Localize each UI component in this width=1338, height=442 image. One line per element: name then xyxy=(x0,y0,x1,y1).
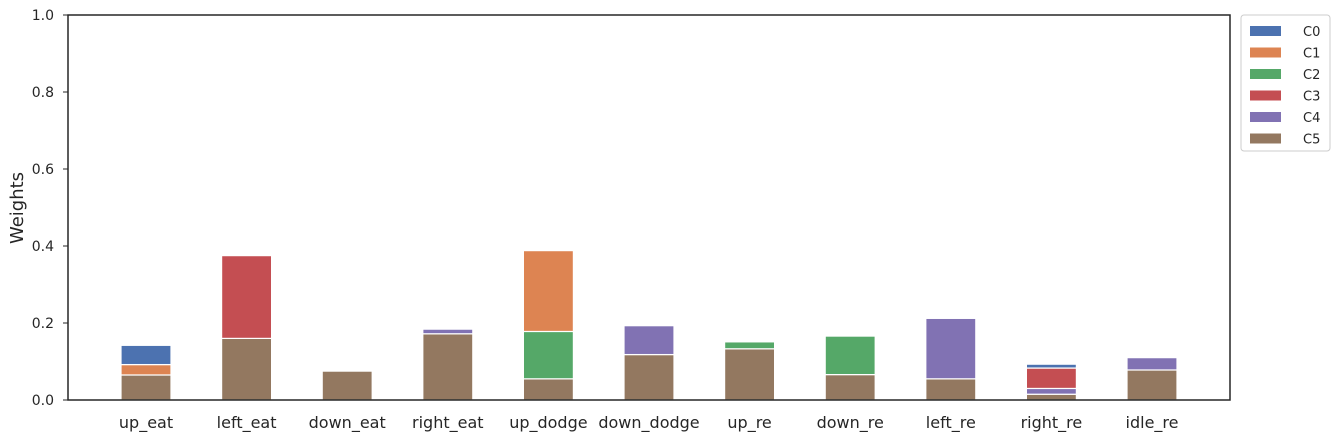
bar-up_dodge-c2 xyxy=(522,330,575,380)
plot-frame xyxy=(67,14,1231,401)
bar-up_re-c5 xyxy=(723,348,776,401)
y-tick-label: 0.4 xyxy=(32,239,54,255)
legend-swatch-c1 xyxy=(1250,47,1281,58)
y-tick-label: 0.0 xyxy=(32,393,54,409)
bar-down_eat-c5 xyxy=(321,370,373,401)
bar-down_dodge-c5 xyxy=(623,353,675,401)
legend-label-c1: C1 xyxy=(1303,47,1320,62)
x-tick-label-right_eat: right_eat xyxy=(412,413,484,433)
x-tick-label-idle_re: idle_re xyxy=(1126,413,1179,433)
legend-swatch-c4 xyxy=(1250,112,1281,122)
legend-swatch-c5 xyxy=(1250,133,1281,144)
bar-right_re-c3 xyxy=(1025,367,1078,390)
x-tick-label-left_re: left_re xyxy=(926,413,976,433)
bars-layer xyxy=(120,250,1178,401)
legend-swatch-c3 xyxy=(1250,90,1281,101)
x-axis: up_eat left_eat down_eat right_eat up_dodge d… xyxy=(119,413,1179,433)
bar-down_re-c5 xyxy=(824,373,876,401)
x-tick-label-down_dodge: down_dodge xyxy=(598,413,699,433)
bar-left_re-c5 xyxy=(925,378,977,401)
bar-right_eat-c4 xyxy=(422,328,474,335)
x-tick-label-left_eat: left_eat xyxy=(217,413,277,433)
legend-label-c4: C4 xyxy=(1303,111,1320,126)
bar-right_re-c4 xyxy=(1025,387,1078,395)
x-tick-label-right_re: right_re xyxy=(1021,413,1083,433)
legend-label-c3: C3 xyxy=(1303,90,1320,105)
y-axis: 0.0 0.2 0.4 0.6 0.8 1.0 xyxy=(32,8,68,409)
legend: C0 C1 C2 C3 C4 C5 xyxy=(1240,14,1331,152)
bar-up_eat-c5 xyxy=(120,374,172,401)
x-tick-label-down_eat: down_eat xyxy=(309,413,386,433)
bar-down_re-c2 xyxy=(824,335,876,376)
x-tick-label-down_re: down_re xyxy=(817,413,884,433)
bar-right_eat-c5 xyxy=(422,333,474,401)
bar-up_dodge-c1 xyxy=(522,250,575,333)
y-tick-label: 0.8 xyxy=(32,85,54,101)
bar-idle_re-c5 xyxy=(1126,369,1178,401)
legend-swatch-c0 xyxy=(1250,26,1281,36)
x-tick-label-up_re: up_re xyxy=(727,413,771,433)
x-tick-label-up_dodge: up_dodge xyxy=(509,413,587,433)
legend-label-c0: C0 xyxy=(1303,25,1320,40)
x-tick-label-up_eat: up_eat xyxy=(119,413,173,433)
y-tick-label: 0.2 xyxy=(32,316,54,332)
legend-label-c5: C5 xyxy=(1303,133,1320,148)
legend-label-c2: C2 xyxy=(1303,68,1320,83)
bar-down_dodge-c4 xyxy=(623,325,675,356)
y-tick-label: 0.6 xyxy=(32,162,54,178)
bar-left_eat-c3 xyxy=(221,255,273,340)
bar-up_eat-c0 xyxy=(120,344,172,366)
bar-right_re-c0 xyxy=(1025,363,1078,369)
bar-up_eat-c1 xyxy=(120,363,172,376)
y-axis-title: Weights xyxy=(7,172,28,244)
y-tick-label: 1.0 xyxy=(32,8,54,24)
bar-up_dodge-c5 xyxy=(522,378,575,401)
bar-right_re-c5 xyxy=(1025,393,1078,401)
bar-left_re-c4 xyxy=(925,317,977,380)
bar-idle_re-c4 xyxy=(1126,357,1178,371)
legend-swatch-c2 xyxy=(1250,69,1281,79)
bar-left_eat-c5 xyxy=(221,337,273,401)
bar-up_re-c2 xyxy=(723,341,776,350)
